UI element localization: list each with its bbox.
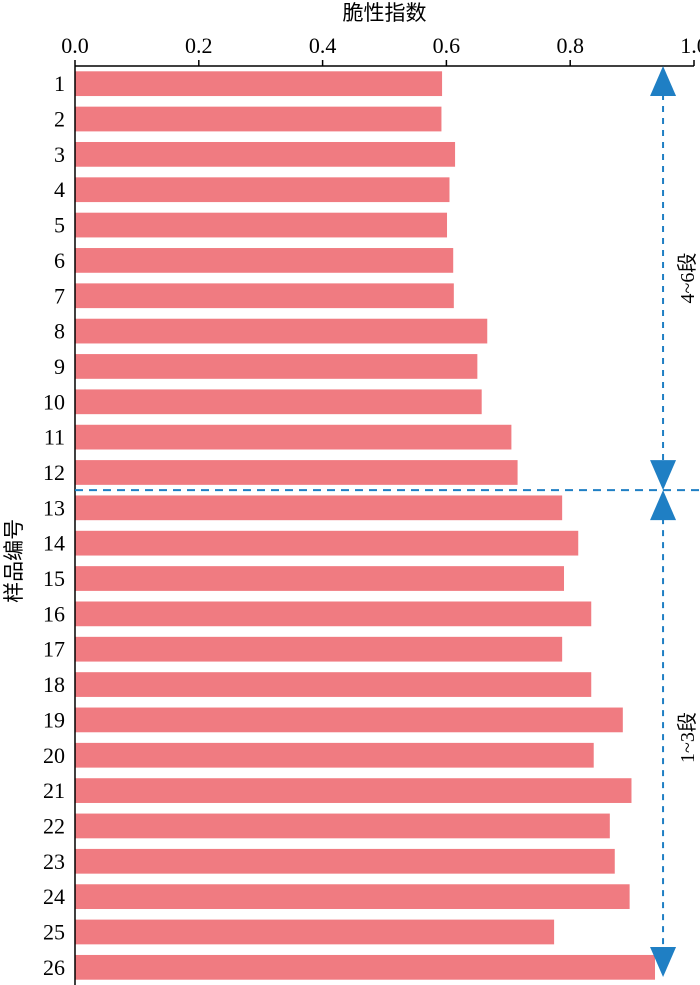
y-tick-label: 12	[43, 460, 65, 485]
y-tick-label: 18	[43, 672, 65, 697]
y-tick-label: 22	[43, 813, 65, 838]
bar-16	[75, 601, 592, 627]
bar-13	[75, 495, 563, 521]
y-tick-label: 25	[43, 919, 65, 944]
bar-19	[75, 707, 623, 733]
bar-18	[75, 672, 592, 697]
bar-6	[75, 248, 454, 273]
y-tick-label: 15	[43, 566, 65, 591]
y-tick-label: 8	[54, 319, 65, 344]
bar-11	[75, 424, 512, 450]
x-tick-label: 0.4	[309, 33, 337, 58]
bar-series	[75, 71, 656, 980]
x-tick-label: 1.0	[680, 33, 700, 58]
y-tick-label: 4	[54, 177, 65, 202]
x-tick-label: 0.2	[185, 33, 213, 58]
bar-20	[75, 742, 594, 768]
bar-4	[75, 177, 450, 203]
y-tick-label: 26	[43, 955, 65, 980]
y-tick-label: 7	[54, 283, 65, 308]
segment-annotations: 4~6段 1~3段	[75, 66, 700, 977]
y-tick-label: 14	[43, 531, 65, 556]
y-tick-label: 13	[43, 495, 65, 520]
bar-2	[75, 106, 442, 132]
axes: 1234567891011121314151617181920212223242…	[43, 33, 700, 985]
y-tick-label: 9	[54, 354, 65, 379]
y-tick-label: 5	[54, 213, 65, 238]
arrow-down-head	[650, 460, 677, 491]
segment-label: 4~6段	[676, 253, 699, 304]
bar-23	[75, 848, 615, 874]
y-tick-label: 19	[43, 707, 65, 732]
y-tick-label: 21	[43, 778, 65, 803]
arrow-up-head	[650, 66, 677, 96]
bar-3	[75, 141, 456, 167]
x-tick-label: 0.0	[61, 33, 89, 58]
x-axis-title: 脆性指数	[343, 1, 427, 25]
y-tick-label: 3	[54, 142, 65, 167]
y-tick-label: 11	[44, 425, 65, 450]
bar-17	[75, 636, 563, 662]
y-tick-label: 17	[43, 637, 65, 662]
bar-24	[75, 884, 630, 910]
x-tick-label: 0.8	[556, 33, 584, 58]
y-axis-title: 样品编号	[2, 519, 26, 603]
y-tick-label: 6	[54, 248, 65, 273]
arrow-down-head	[650, 947, 677, 977]
bar-14	[75, 530, 579, 556]
y-tick-label: 1	[54, 71, 65, 96]
y-tick-label: 10	[43, 389, 65, 414]
y-tick-label: 2	[54, 107, 65, 132]
bar-15	[75, 566, 565, 591]
bar-26	[75, 954, 656, 980]
y-tick-label: 20	[43, 743, 65, 768]
y-tick-label: 16	[43, 601, 65, 626]
arrow-up-head	[650, 490, 677, 521]
segment-label: 1~3段	[676, 712, 699, 763]
bar-21	[75, 778, 632, 803]
bar-7	[75, 283, 454, 309]
bar-9	[75, 354, 478, 379]
bar-5	[75, 212, 448, 238]
y-tick-label: 24	[43, 884, 65, 909]
bar-8	[75, 318, 488, 344]
x-tick-label: 0.6	[433, 33, 461, 58]
y-tick-label: 23	[43, 849, 65, 874]
bar-10	[75, 389, 482, 415]
bar-25	[75, 919, 555, 945]
bar-12	[75, 460, 518, 485]
bar-1	[75, 71, 443, 97]
bar-22	[75, 813, 610, 839]
